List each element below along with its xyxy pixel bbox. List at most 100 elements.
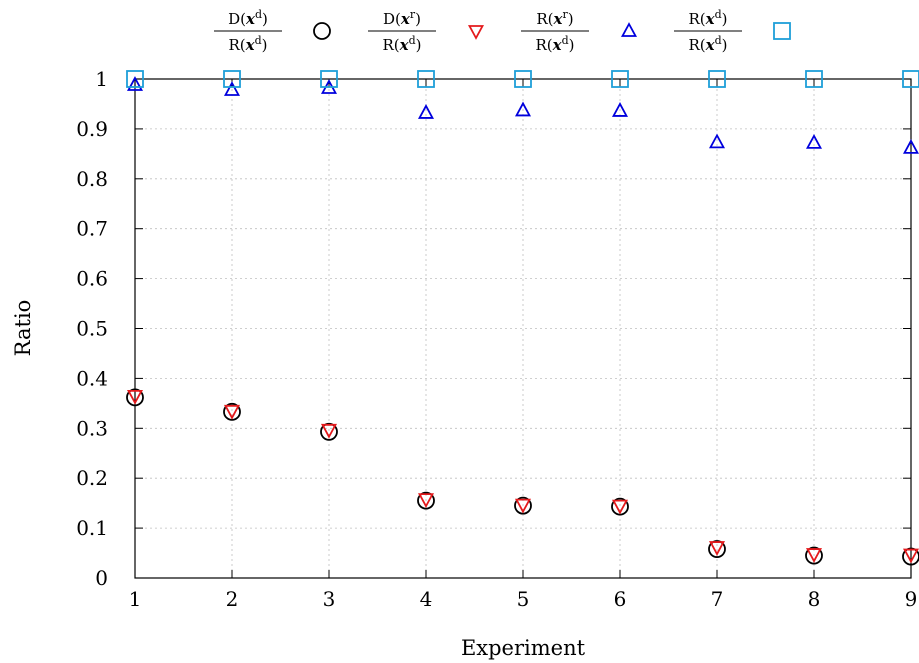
legend-function: R (535, 36, 547, 54)
legend-fraction-part: R(xr) (536, 8, 573, 29)
legend-variable: x (399, 36, 410, 54)
y-tick-label: 0.5 (76, 317, 108, 341)
data-point (611, 70, 629, 88)
y-tick-label: 0.4 (76, 366, 108, 390)
data-point (902, 70, 919, 88)
legend-superscript: d (255, 8, 262, 21)
data-point (708, 540, 726, 558)
data-point (514, 101, 532, 117)
legend-superscript: r (562, 8, 568, 21)
data-point (805, 546, 823, 565)
legend-paren: ( (700, 36, 706, 54)
y-tick-label: 0.9 (76, 117, 108, 141)
legend-fraction-part: R(xd) (535, 34, 574, 55)
data-point (708, 541, 726, 556)
legend-fraction-part: R(xd) (228, 34, 267, 55)
legend-paren: ) (416, 36, 422, 54)
legend-superscript: d (255, 34, 262, 47)
legend-marker (313, 22, 331, 40)
legend-superscript: d (409, 34, 416, 47)
legend-paren: ) (722, 10, 728, 28)
x-tick-label: 8 (808, 587, 821, 611)
data-point (514, 70, 532, 88)
legend-variable: x (400, 10, 411, 28)
y-tick-label: 0.8 (76, 167, 108, 191)
data-point (126, 389, 144, 405)
legend-entry-1: D(xd)R(xd) (214, 8, 331, 55)
legend-paren: ) (415, 10, 421, 28)
legend-paren: ) (569, 36, 575, 54)
legend-variable: x (245, 36, 256, 54)
data-point (417, 70, 435, 88)
series-1 (126, 388, 919, 566)
x-axis-label: Experiment (461, 636, 586, 660)
legend-entry-3: R(xr)R(xd) (521, 8, 638, 55)
y-tick-label: 0.2 (76, 466, 108, 490)
x-tick-label: 6 (614, 587, 627, 611)
legend-function: D (383, 10, 395, 28)
y-tick-label: 0 (95, 566, 108, 590)
legend-superscript: r (410, 8, 416, 21)
legend-variable: x (553, 10, 564, 28)
legend-variable: x (552, 36, 563, 54)
data-point (805, 133, 823, 149)
data-series (126, 70, 919, 566)
data-point (417, 493, 435, 509)
legend-function: R (228, 36, 240, 54)
data-point (126, 70, 144, 88)
x-tick-label: 5 (517, 587, 530, 611)
series-4 (126, 70, 919, 88)
legend-function: R (688, 10, 700, 28)
data-point (223, 402, 241, 421)
y-tick-label: 1 (95, 67, 108, 91)
data-point (320, 70, 338, 88)
data-point (708, 70, 726, 88)
legend-marker (467, 25, 485, 40)
y-tick-label: 0.6 (76, 267, 108, 291)
x-tick-label: 2 (226, 587, 239, 611)
legend-fraction-part: D(xd) (228, 8, 268, 29)
x-tick-label: 9 (905, 587, 918, 611)
legend-variable: x (705, 36, 716, 54)
data-point (223, 404, 241, 420)
data-point (611, 499, 629, 515)
legend-fraction-part: D(xr) (383, 8, 421, 29)
legend-function: R (536, 10, 548, 28)
data-point (417, 104, 435, 119)
legend-paren: ( (395, 10, 401, 28)
data-point (126, 76, 144, 91)
axis-ticks: 1 2 3 4 5 6 7 8 9 0 0.1 0.2 0.3 0.4 0.5 0.6 0.7 0.8 0.9 1 (76, 67, 917, 611)
data-point (514, 498, 532, 514)
legend-variable: x (705, 10, 716, 28)
x-tick-label: 3 (323, 587, 336, 611)
legend-entry-2: D(xr)R(xd) (368, 8, 485, 54)
data-point (805, 70, 823, 88)
data-point (611, 497, 629, 516)
legend-paren: ( (547, 36, 553, 54)
data-point (417, 491, 435, 510)
data-point (223, 70, 241, 88)
data-point (320, 423, 338, 439)
data-point (902, 548, 919, 564)
legend-paren: ( (240, 36, 246, 54)
legend-superscript: d (715, 34, 722, 47)
legend-superscript: d (562, 34, 569, 47)
data-point (514, 496, 532, 515)
data-point (611, 102, 629, 117)
data-point (320, 422, 338, 441)
data-point (805, 548, 823, 563)
legend-function: R (688, 36, 700, 54)
data-point (223, 81, 241, 96)
data-point (902, 138, 919, 154)
data-point (126, 388, 144, 407)
legend-paren: ( (700, 10, 706, 28)
legend: D(xd)R(xd)D(xr)R(xd)R(xr)R(xd)R(xd)R(xd) (214, 8, 791, 55)
data-point (902, 547, 919, 566)
legend-marker (773, 22, 791, 40)
legend-paren: ) (262, 36, 268, 54)
legend-function: R (382, 36, 394, 54)
legend-paren: ) (568, 10, 574, 28)
y-tick-label: 0.3 (76, 416, 108, 440)
grid-lines (135, 79, 911, 578)
